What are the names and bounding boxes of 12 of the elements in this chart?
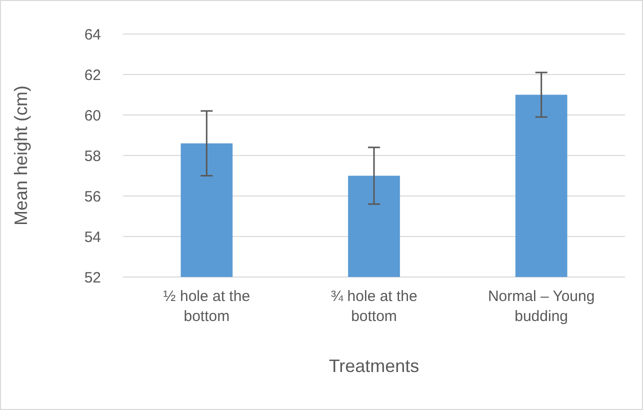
y-tick-label: 64 [84,26,101,44]
y-tick-label: 54 [84,228,101,246]
y-axis-title: Mean height (cm) [11,85,31,226]
y-tick-label: 52 [84,269,101,286]
x-tick-label: Normal – Young budding [488,288,595,325]
y-tick-label: 62 [84,66,101,84]
y-tick-label: 60 [84,107,101,124]
x-axis-title: Treatments [328,356,420,376]
y-tick-label: 56 [84,188,101,206]
y-tick-label: 58 [84,148,101,165]
x-tick-label: ½ hole at the bottom [163,288,250,325]
x-tick-label: ¾ hole at the bottom [330,288,418,325]
